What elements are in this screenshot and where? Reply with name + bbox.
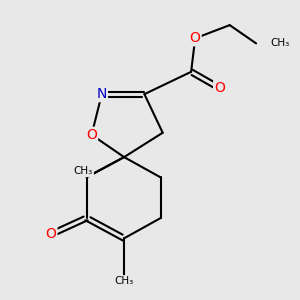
Text: CH₃: CH₃ <box>270 38 290 48</box>
Text: O: O <box>214 81 225 95</box>
Text: N: N <box>97 87 107 101</box>
Text: CH₃: CH₃ <box>74 166 93 176</box>
Text: O: O <box>190 31 201 45</box>
Text: O: O <box>46 227 56 241</box>
Text: CH₃: CH₃ <box>115 276 134 286</box>
Text: O: O <box>86 128 97 142</box>
